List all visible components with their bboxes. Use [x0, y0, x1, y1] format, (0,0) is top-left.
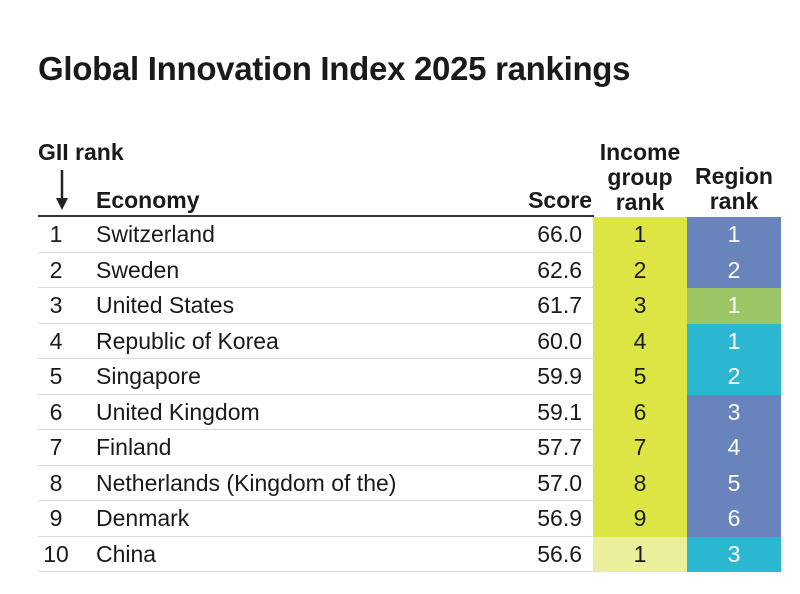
gii-rank-cell: 10 — [43, 540, 69, 567]
row-divider — [38, 393, 594, 395]
score-cell: 61.7 — [537, 292, 582, 319]
header-income-line-3: rank — [615, 189, 665, 215]
score-cell: 56.6 — [537, 540, 582, 567]
header-income-line-2: group — [607, 164, 673, 190]
gii-rank-cell: 8 — [49, 469, 63, 496]
economy-cell: China — [96, 540, 157, 567]
table-row: 7 Finland 57.7 7 4 — [0, 430, 800, 466]
economy-cell: Singapore — [96, 363, 201, 390]
score-cell: 57.0 — [537, 469, 582, 496]
table-row: 5 Singapore 59.9 5 2 — [0, 359, 800, 395]
table-row: 3 United States 61.7 3 1 — [0, 288, 800, 324]
score-cell: 59.9 — [537, 363, 582, 390]
row-divider — [38, 251, 594, 253]
economy-cell: Finland — [96, 434, 172, 461]
table-row: 10 China 56.6 1 3 — [0, 536, 800, 572]
gii-rank-cell: 9 — [49, 505, 63, 532]
table-row: 8 Netherlands (Kingdom of the) 57.0 8 5 — [0, 465, 800, 501]
score-cell: 66.0 — [537, 221, 582, 248]
chart-title: Global Innovation Index 2025 rankings — [38, 50, 631, 87]
row-divider — [38, 287, 594, 288]
income-group-rank-cell: 9 — [593, 501, 687, 537]
gii-rank-cell: 1 — [49, 221, 63, 248]
header-income-group-rank: Income group rank — [593, 140, 687, 215]
economy-cell: United Kingdom — [96, 398, 260, 425]
row-divider — [38, 358, 594, 359]
income-group-rank-cell: 3 — [593, 288, 687, 324]
row-divider — [38, 322, 594, 324]
gii-rank-cell: 3 — [49, 292, 63, 319]
region-rank-cell: 1 — [687, 288, 781, 324]
table-row: 2 Sweden 62.6 2 2 — [0, 252, 800, 288]
income-group-rank-cell: 2 — [593, 252, 687, 288]
header-economy: Economy — [96, 187, 200, 213]
row-divider — [38, 429, 594, 430]
gii-rank-cell: 5 — [49, 363, 63, 390]
economy-cell: Denmark — [96, 505, 190, 532]
row-divider — [38, 535, 594, 537]
region-rank-cell: 1 — [687, 323, 781, 359]
economy-cell: Republic of Korea — [96, 327, 279, 354]
header-region-rank: Region rank — [687, 164, 781, 214]
row-divider — [38, 571, 594, 572]
region-rank-cell: 2 — [687, 252, 781, 288]
region-rank-cell: 3 — [687, 536, 781, 572]
header-region-line-2: rank — [709, 188, 759, 214]
arrow-down-icon — [56, 170, 68, 210]
region-rank-cell: 1 — [687, 217, 781, 253]
table-row: 1 Switzerland 66.0 1 1 — [0, 217, 800, 253]
economy-cell: United States — [96, 292, 235, 319]
income-group-rank-cell: 6 — [593, 394, 687, 430]
header-region-line-1: Region — [695, 163, 773, 189]
row-divider — [38, 500, 594, 501]
table-row: 4 Republic of Korea 60.0 4 1 — [0, 323, 800, 359]
header-gii-rank: GII rank — [38, 139, 124, 165]
income-group-rank-cell: 8 — [593, 465, 687, 501]
income-group-rank-cell: 1 — [593, 217, 687, 253]
score-cell: 57.7 — [537, 434, 582, 461]
table-row: 9 Denmark 56.9 9 6 — [0, 501, 800, 537]
gii-rank-cell: 2 — [49, 256, 63, 283]
region-rank-cell: 4 — [687, 430, 781, 466]
income-group-rank-cell: 7 — [593, 430, 687, 466]
gii-rank-cell: 4 — [49, 327, 63, 354]
header-income-line-1: Income — [599, 139, 681, 165]
income-group-rank-cell: 4 — [593, 323, 687, 359]
header-divider — [38, 215, 594, 217]
income-group-rank-cell: 1 — [593, 536, 687, 572]
region-rank-cell: 2 — [687, 359, 781, 395]
gii-rank-cell: 7 — [49, 434, 63, 461]
gii-rank-cell: 6 — [49, 398, 63, 425]
score-cell: 60.0 — [537, 327, 582, 354]
score-cell: 62.6 — [537, 256, 582, 283]
score-cell: 59.1 — [537, 398, 582, 425]
economy-cell: Sweden — [96, 256, 180, 283]
economy-cell: Switzerland — [96, 221, 215, 248]
region-rank-cell: 3 — [687, 394, 781, 430]
region-rank-cell: 5 — [687, 465, 781, 501]
score-cell: 56.9 — [537, 505, 582, 532]
income-group-rank-cell: 5 — [593, 359, 687, 395]
header-score: Score — [528, 187, 592, 213]
economy-cell: Netherlands (Kingdom of the) — [96, 469, 397, 496]
table-row: 6 United Kingdom 59.1 6 3 — [0, 394, 800, 430]
region-rank-cell: 6 — [687, 501, 781, 537]
row-divider — [38, 464, 594, 466]
